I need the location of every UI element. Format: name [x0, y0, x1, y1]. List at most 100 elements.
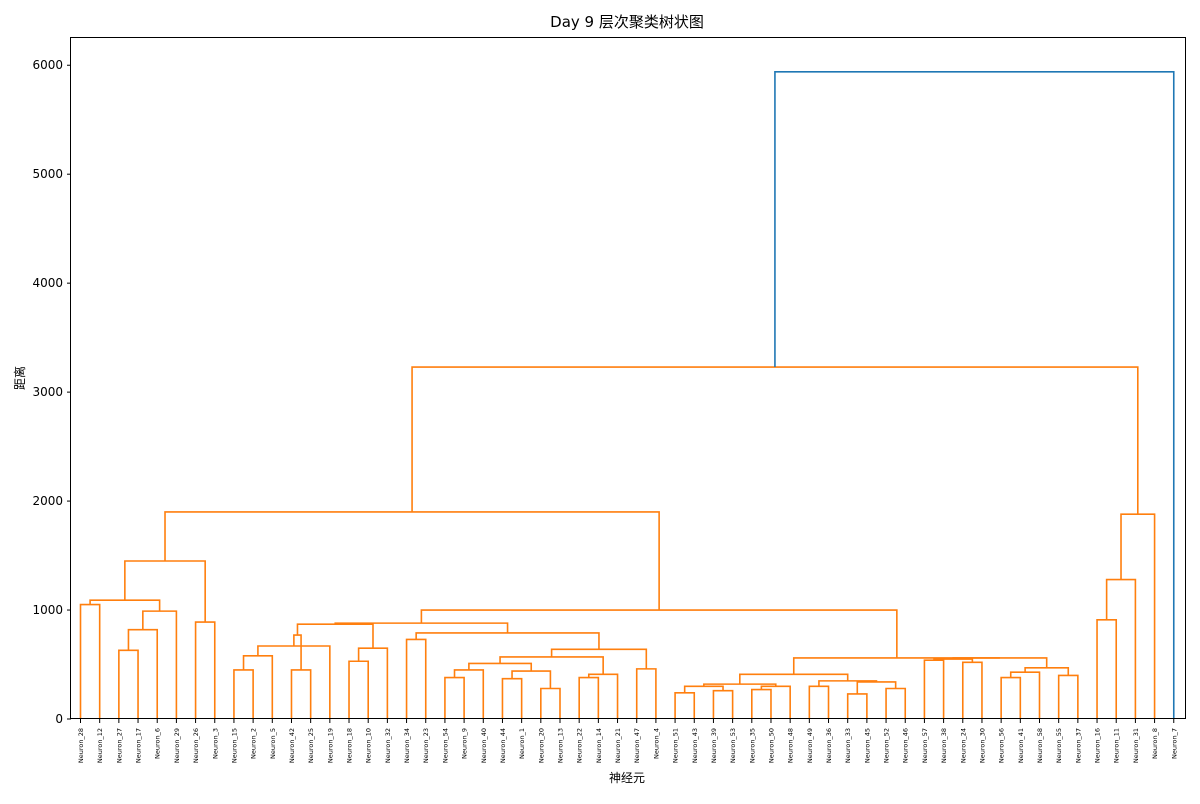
- dendrogram-link: [683, 685, 724, 693]
- leaf-label: Neuron_27: [115, 728, 123, 763]
- leaf-label: Neuron_47: [633, 728, 641, 763]
- dendrogram-link: [499, 656, 604, 675]
- dendrogram-link: [296, 623, 374, 649]
- leaf-label: Neuron_54: [441, 728, 449, 763]
- leaf-label: Neuron_4: [652, 728, 660, 759]
- dendrogram-link: [242, 655, 274, 719]
- dendrogram-link: [739, 673, 849, 685]
- y-tick-label: 5000: [32, 167, 63, 181]
- dendrogram-link: [118, 649, 139, 719]
- leaf-label: Neuron_19: [326, 728, 334, 763]
- dendrogram-link: [674, 692, 696, 719]
- dendrogram-link: [885, 687, 907, 719]
- dendrogram-link: [808, 685, 830, 719]
- dendrogram-link: [1120, 513, 1156, 719]
- leaf-label: Neuron_56: [998, 728, 1006, 763]
- leaf-label: Neuron_57: [921, 728, 929, 763]
- dendrogram-link: [444, 676, 465, 719]
- leaf-label: Neuron_52: [883, 728, 891, 763]
- y-tick-label: 0: [55, 712, 63, 726]
- dendrogram-link: [164, 511, 660, 611]
- dendrogram-link: [411, 366, 1139, 515]
- dendrogram-link: [1024, 666, 1070, 676]
- dendrogram-link: [846, 693, 868, 719]
- leaf-label: Neuron_58: [1036, 728, 1044, 763]
- dendrogram-link: [703, 683, 777, 687]
- chart-title: Day 9 层次聚类树状图: [550, 13, 704, 31]
- leaf-label: Neuron_34: [403, 728, 411, 763]
- y-tick-label: 4000: [32, 276, 63, 290]
- leaf-label: Neuron_24: [959, 728, 967, 763]
- leaf-label: Neuron_29: [173, 728, 181, 763]
- plot-frame: [70, 37, 1186, 719]
- leaf-label: Neuron_43: [691, 728, 699, 763]
- dendrogram-link: [127, 628, 159, 719]
- dendrogram-link: [1000, 676, 1022, 719]
- leaf-label: Neuron_22: [576, 728, 584, 763]
- dendrogram-links: [79, 70, 1175, 719]
- dendrogram-link: [194, 621, 216, 719]
- dendrogram-link: [856, 681, 897, 694]
- x-axis-label: 神经元: [609, 771, 645, 785]
- dendrogram-link: [961, 661, 983, 719]
- dendrogram-link: [792, 657, 1000, 675]
- leaf-label: Neuron_3: [211, 728, 219, 759]
- leaf-label: Neuron_28: [77, 728, 85, 763]
- y-tick-label: 3000: [32, 385, 63, 399]
- leaf-label: Neuron_14: [595, 728, 603, 763]
- leaf-label: Neuron_12: [96, 728, 104, 763]
- leaf-label: Neuron_21: [614, 728, 622, 763]
- dendrogram-link: [348, 660, 369, 719]
- leaf-label: Neuron_50: [767, 728, 775, 763]
- leaf-label: Neuron_15: [230, 728, 238, 763]
- leaf-label: Neuron_53: [729, 728, 737, 763]
- leaf-label: Neuron_1: [518, 728, 526, 759]
- leaf-label: Neuron_38: [940, 728, 948, 763]
- leaf-label: Neuron_51: [672, 728, 680, 763]
- leaf-label: Neuron_18: [346, 728, 354, 763]
- leaf-label: Neuron_17: [135, 728, 143, 763]
- dendrogram-link: [290, 669, 312, 719]
- dendrogram-link: [578, 676, 600, 719]
- dendrogram-link: [587, 673, 619, 719]
- y-axis-ticks: 0 1000 2000 3000 4000 5000 6000: [32, 58, 71, 726]
- dendrogram-link: [774, 70, 1175, 719]
- leaf-label: Neuron_16: [1094, 728, 1102, 763]
- dendrogram-link: [760, 685, 791, 719]
- leaf-label: Neuron_40: [480, 728, 488, 763]
- leaf-label: Neuron_26: [192, 728, 200, 763]
- leaf-label: Neuron_8: [1151, 728, 1159, 759]
- leaf-label: Neuron_7: [1170, 728, 1178, 759]
- y-tick-label: 1000: [32, 603, 63, 617]
- y-tick-label: 6000: [32, 58, 63, 72]
- dendrogram-link: [540, 687, 561, 719]
- y-axis-label: 距离: [12, 366, 27, 390]
- dendrogram-link: [635, 668, 657, 719]
- leaf-label: Neuron_41: [1017, 728, 1025, 763]
- leaf-label: Neuron_2: [250, 728, 258, 759]
- leaf-label: Neuron_25: [307, 728, 315, 763]
- leaf-label: Neuron_55: [1055, 728, 1063, 763]
- leaf-label: Neuron_10: [365, 728, 373, 763]
- dendrogram-link: [142, 610, 178, 719]
- leaf-label: Neuron_11: [1113, 728, 1121, 763]
- leaf-label: Neuron_37: [1074, 728, 1082, 763]
- dendrogram-link: [751, 688, 772, 719]
- leaf-label: Neuron_31: [1132, 728, 1140, 763]
- dendrogram-link: [415, 632, 600, 650]
- dendrogram-link: [357, 647, 389, 719]
- leaf-label: Neuron_33: [844, 728, 852, 763]
- dendrogram-link: [1057, 674, 1079, 719]
- leaf-label: Neuron_39: [710, 728, 718, 763]
- leaf-label: Neuron_42: [288, 728, 296, 763]
- dendrogram-link: [293, 634, 302, 670]
- leaf-label: Neuron_35: [748, 728, 756, 763]
- dendrogram-link: [257, 645, 331, 719]
- dendrogram-link: [420, 609, 898, 658]
- leaf-label: Neuron_30: [978, 728, 986, 763]
- leaf-label: Neuron_36: [825, 728, 833, 763]
- leaf-label: Neuron_5: [269, 728, 277, 759]
- leaf-label: Neuron_46: [902, 728, 910, 763]
